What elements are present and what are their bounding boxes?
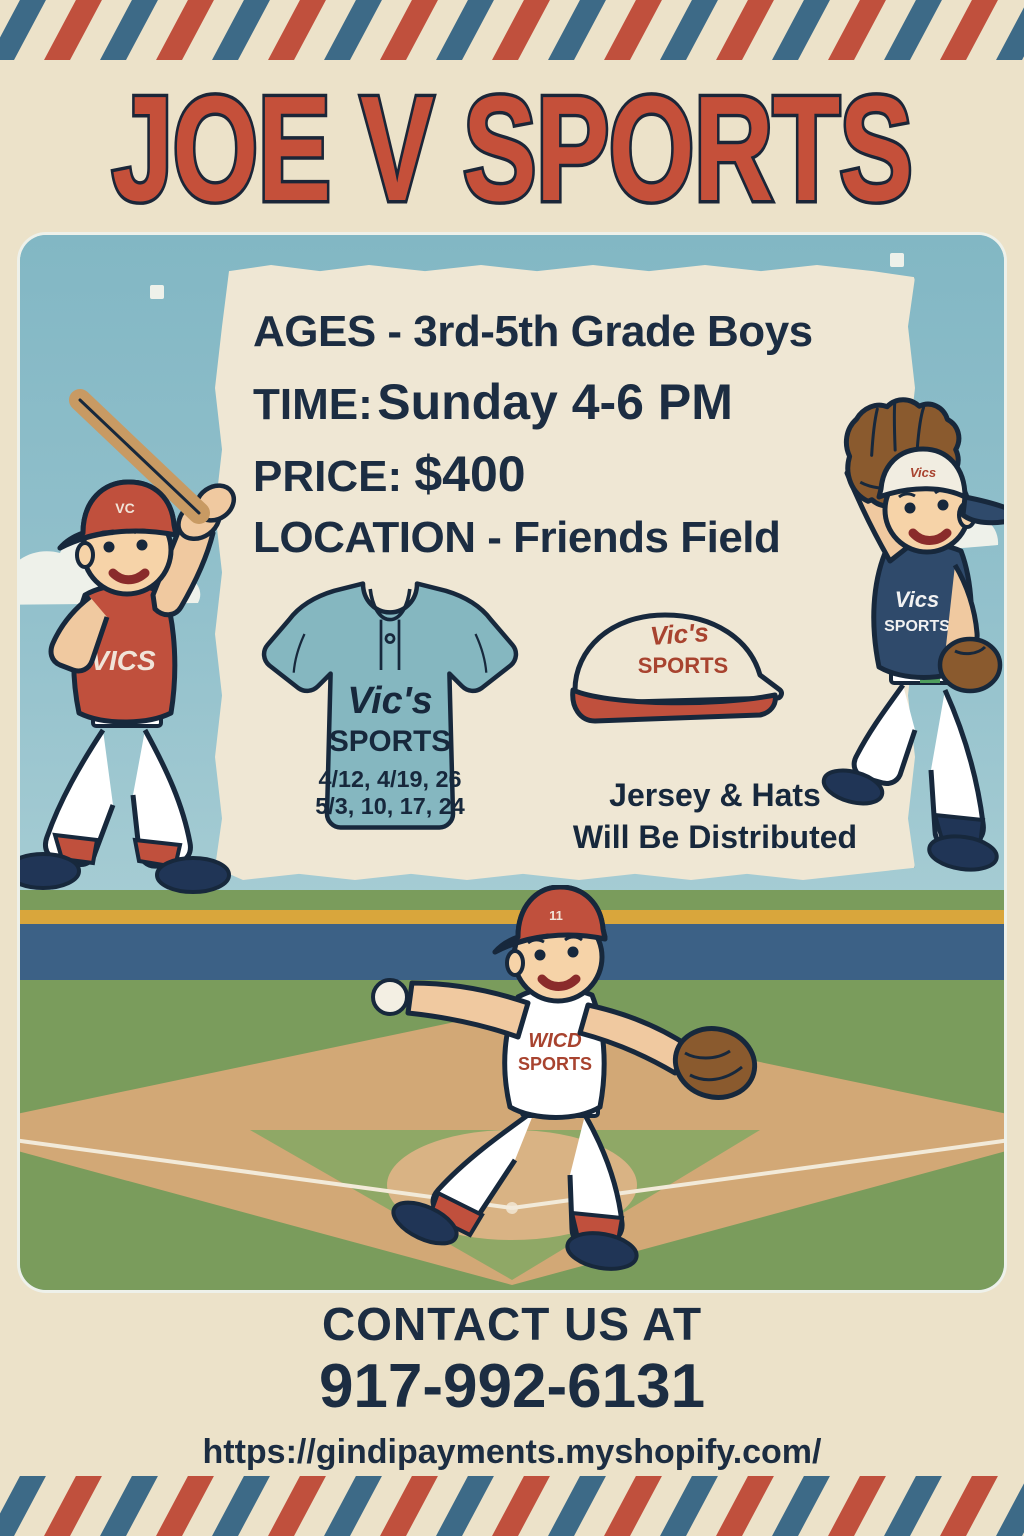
svg-text:Vics: Vics [910,465,936,480]
svg-text:4/12, 4/19, 26: 4/12, 4/19, 26 [318,766,461,792]
svg-text:5/3, 10, 17, 24: 5/3, 10, 17, 24 [315,793,465,819]
svg-text:11: 11 [549,908,563,923]
svg-text:VC: VC [115,500,134,516]
svg-text:VICS: VICS [90,645,156,676]
svg-text:SPORTS: SPORTS [329,725,451,758]
svg-text:SPORTS: SPORTS [638,653,728,678]
svg-text:SPORTS: SPORTS [518,1054,592,1074]
svg-text:SPORTS: SPORTS [884,618,950,635]
svg-text:WICD: WICD [528,1030,581,1052]
svg-text:Vics: Vics [895,587,939,612]
svg-text:Vic's: Vic's [649,617,710,651]
svg-text:Vic's: Vic's [347,680,432,722]
